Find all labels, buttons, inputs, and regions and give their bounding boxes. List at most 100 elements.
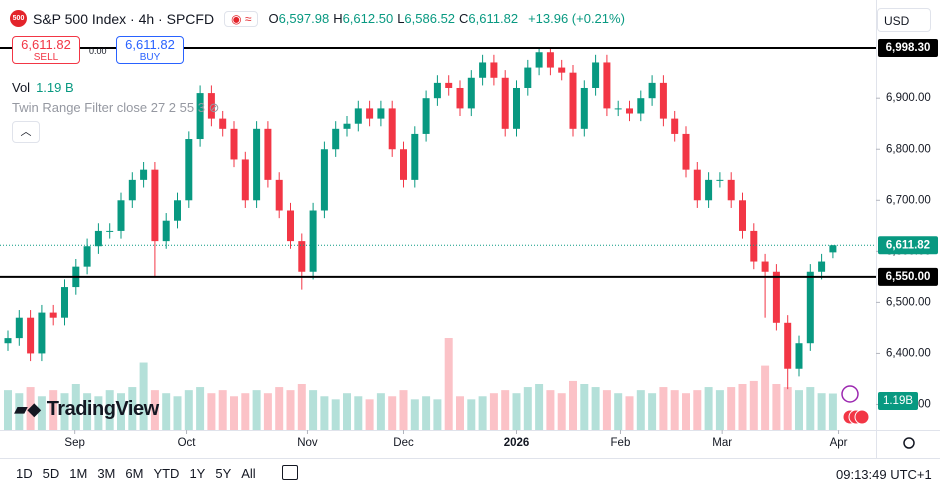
range-button[interactable]: 5Y [215,466,232,481]
candle-body [332,128,340,150]
volume-bar [422,396,431,430]
volume-bar [320,396,329,430]
candle-body [185,139,193,201]
range-button[interactable]: 1M [69,466,88,481]
volume-bar [15,393,24,430]
x-tick-label: Mar [712,437,732,449]
x-tick-label: Feb [611,437,631,449]
candle-body [535,52,543,68]
candle-body [603,62,611,109]
collapse-button[interactable]: ︿ [12,121,40,143]
volume-bar [230,396,238,430]
candle-body [287,210,294,242]
date-range-button[interactable] [282,465,298,480]
candle-body [275,179,283,211]
price-level-label: 6,998.30 [886,42,931,54]
candle-body [467,77,475,109]
sell-button[interactable]: 6,611.82 SELL [12,36,80,64]
ohlc-key: L [397,11,405,26]
y-tick-label: 6,500.00 [886,296,931,308]
indicator-name: Twin Range Filter close 27 2 55 3 [12,100,205,115]
y-tick-label: 6,400.00 [886,347,931,359]
indicator-legend[interactable]: Twin Range Filter close 27 2 55 3 ⊘ [12,100,219,116]
event-flag [854,409,870,425]
symbol-name[interactable]: S&P 500 Index · 4h · SPCFD [33,10,215,27]
volume-bar [252,390,261,430]
sell-label: SELL [33,52,59,63]
buy-label: BUY [139,52,161,63]
volume-bar [309,390,318,430]
volume-bar [286,390,295,430]
volume-bar [83,393,92,430]
volume-bar [297,384,306,430]
range-button[interactable]: 6M [125,466,144,481]
candle-body [705,179,713,201]
last-price-tag [878,236,938,255]
range-button[interactable]: 3M [97,466,116,481]
visibility-toggle[interactable]: ◉ ≈ [224,10,259,27]
candle-body [727,179,735,201]
volume-bar [399,390,408,430]
range-button[interactable]: YTD [153,466,180,481]
volume-bar [546,390,555,430]
hide-icon[interactable]: ⊘ [208,100,220,115]
range-button[interactable]: 5D [42,466,60,481]
volume-bar [343,393,351,430]
volume-bar [365,399,374,430]
volume-bar [693,390,702,430]
candle-body [546,52,554,68]
volume-bar [795,390,803,430]
currency-select[interactable]: USD [877,8,931,32]
volume-bar [523,387,532,430]
candle-body [614,108,622,110]
range-button[interactable]: All [241,466,256,481]
volume-bar [648,393,657,430]
price-change: +13.96 (+0.21%) [528,11,625,26]
volume-bar [636,390,645,430]
ohlc-value: 6,597.98 [278,11,330,26]
candle-body [524,67,532,88]
ohlc-value: 6,586.52 [404,11,456,26]
volume-bar [738,384,747,430]
candle-body [309,210,317,272]
candle-body [761,261,769,272]
x-tick-label: Sep [64,437,84,449]
candle-body [659,82,667,119]
volume-bar [4,390,12,430]
x-tick-label: Dec [393,437,414,449]
candle-body [637,98,645,114]
candle-body [580,87,588,129]
ohlc-value: 6,612.50 [342,11,394,26]
price-level-tag [878,267,938,286]
volume-bar [60,393,69,430]
range-button[interactable]: 1Y [189,466,206,481]
volume-bar [659,387,668,430]
price-level-tag [878,39,938,58]
volume-bar [433,399,442,430]
volume-bar [580,384,589,430]
range-button[interactable]: 1D [16,466,33,481]
candle-body [784,322,792,369]
candle-body [106,230,114,232]
volume-bar [94,396,103,430]
volume-bar [625,396,634,430]
volume-bar [263,393,272,430]
volume-bar [410,399,419,430]
volume-bar [761,365,770,430]
candle-body [354,108,362,124]
candle-body [818,261,826,272]
volume-bar [354,396,363,430]
volume-bar [535,384,544,430]
buy-button[interactable]: 6,611.82 BUY [116,36,184,64]
ohlc-key: H [333,11,343,26]
candle-body [750,230,758,262]
volume-bar [117,393,125,430]
candle-body [795,343,803,369]
volume-bar [501,390,510,430]
legend-header: 500 S&P 500 Index · 4h · SPCFD ◉ ≈ O6,59… [10,10,625,27]
candle-body [806,271,814,344]
volume-bar [614,393,623,430]
volume-bar [704,387,713,430]
